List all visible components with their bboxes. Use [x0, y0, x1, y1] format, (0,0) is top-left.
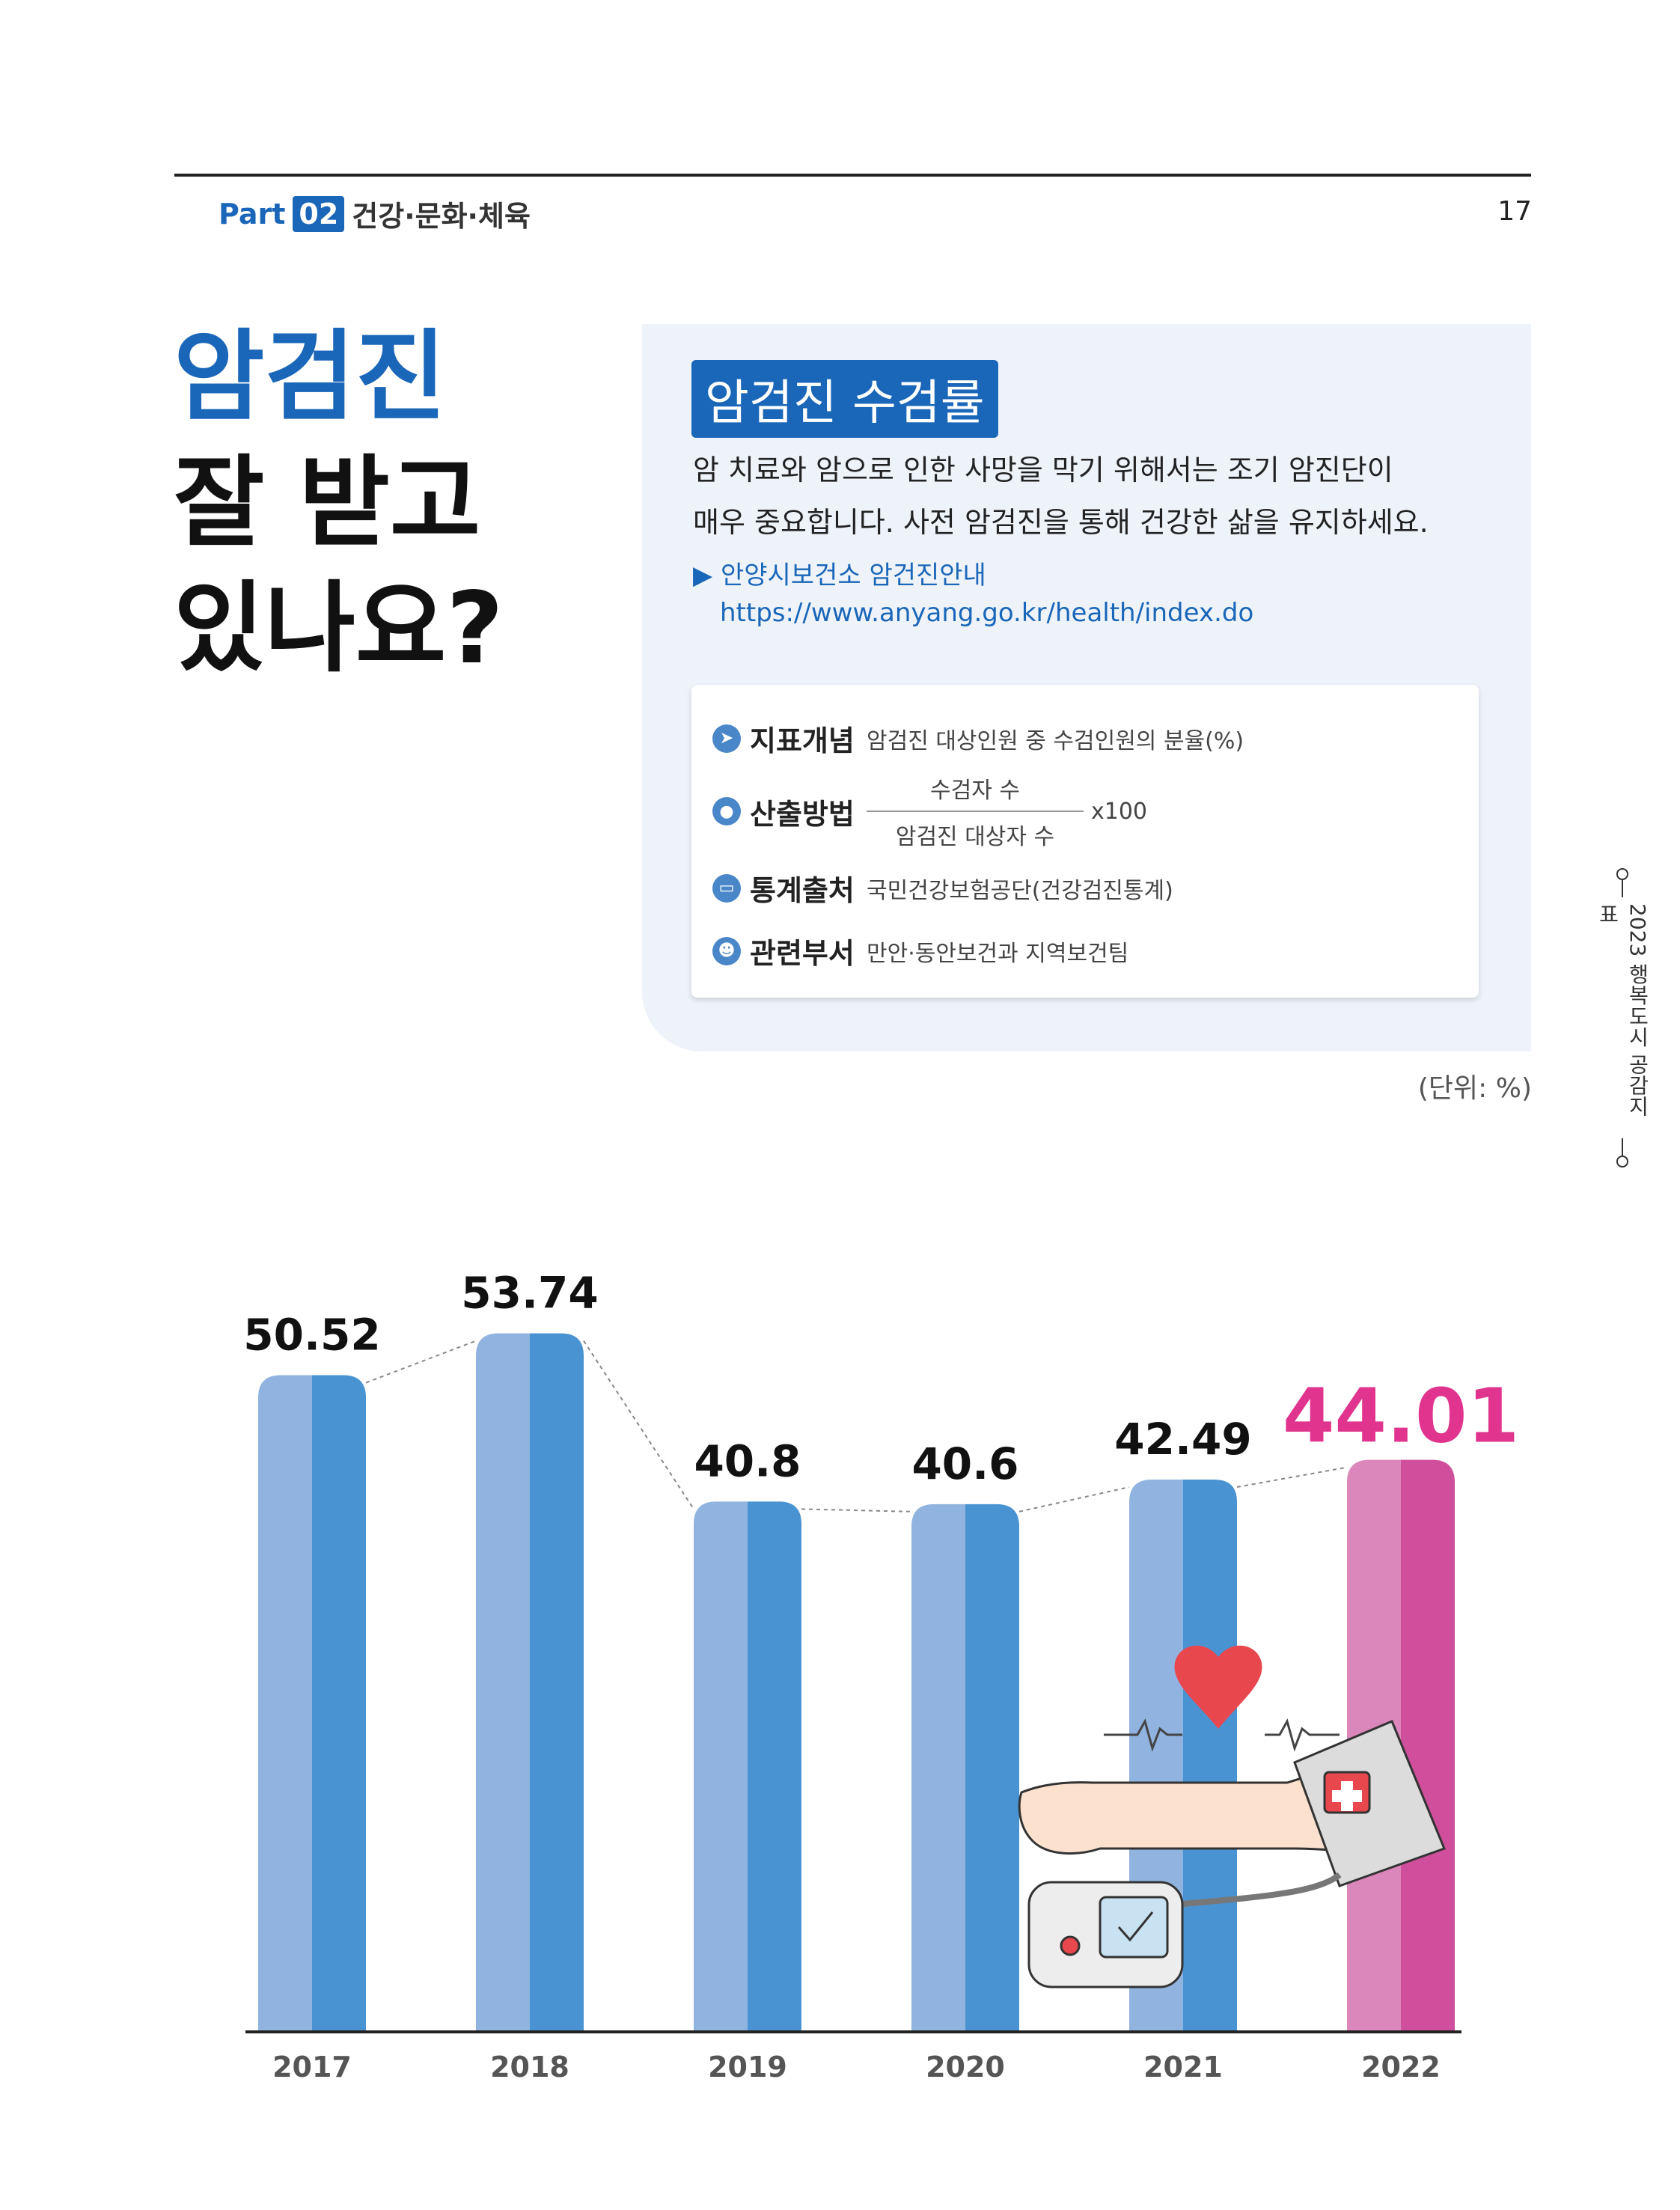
side-dot-bottom	[1616, 1156, 1628, 1167]
side-dot-top	[1616, 868, 1628, 880]
trend-segment	[801, 1508, 912, 1512]
heart-icon	[1174, 1645, 1262, 1729]
value-label-2017: 50.52	[243, 1310, 380, 1361]
bar-2019	[694, 1501, 801, 2032]
labels-layer: 50.52 2017 53.74 2018 40.8 2019 40.6 2020 42.49 2…	[243, 1268, 1519, 2084]
x-tick-label-2017: 2017	[272, 2051, 352, 2084]
part-number-badge: 02	[293, 195, 345, 232]
bar-right-half	[1183, 1480, 1237, 2032]
value-label-2022: 44.01	[1283, 1373, 1519, 1460]
speech-bubble-icon: ●	[712, 797, 741, 825]
blood-pressure-illustration	[1018, 1645, 1446, 1988]
definition-row-source: ▭ 통계출처 국민건강보험공단(건강검진통계)	[712, 867, 1173, 909]
paper-plane-icon: ➤	[712, 724, 741, 753]
side-caption: 2023 행복도시 공감지표	[1595, 868, 1650, 1167]
side-line-top	[1622, 879, 1623, 898]
bar-left-half	[258, 1375, 312, 2032]
trend-segment	[583, 1340, 694, 1510]
dept-value: 만안·동안보건과 지역보건팀	[867, 940, 1129, 967]
cross-icon	[1332, 1781, 1362, 1811]
headline-line-1: 암검진	[174, 320, 447, 435]
top-rule	[174, 174, 1531, 177]
info-badge: 암검진 수검률	[691, 360, 998, 438]
bar-2017	[258, 1375, 366, 2032]
info-link-label[interactable]: ▶ 안양시보건소 암건진안내	[693, 561, 986, 590]
monitor-icon: ▭	[712, 873, 741, 903]
tube	[1174, 1872, 1342, 1908]
page-headline: 암검진 잘 받고 있나요?	[174, 314, 504, 692]
info-desc-line-1: 암 치료와 암으로 인한 사망을 막기 위해서는 조기 암진단이	[693, 454, 1393, 486]
bar-left-half	[476, 1333, 530, 2032]
source-value: 국민건강보험공단(건강검진통계)	[867, 877, 1173, 904]
definition-card: ➤ 지표개념 암검진 대상인원 중 수검인원의 분율(%) ● 산출방법 수검자…	[691, 685, 1479, 998]
pulse-line-right	[1265, 1718, 1340, 1752]
value-label-2020: 40.6	[911, 1438, 1018, 1489]
x-tick-label-2021: 2021	[1143, 2051, 1223, 2084]
side-label: 2023 행복도시 공감지표	[1595, 903, 1650, 1117]
page-number: 17	[1497, 196, 1532, 227]
concept-value: 암검진 대상인원 중 수검인원의 분율(%)	[867, 727, 1244, 754]
value-label-2018: 53.74	[461, 1268, 598, 1319]
pulse-line-left	[1104, 1718, 1182, 1752]
info-desc-line-2: 매우 중요합니다. 사전 암검진을 통해 건강한 삶을 유지하세요.	[693, 506, 1429, 539]
fraction-line	[867, 811, 1084, 812]
headline-line-2: 잘 받고	[174, 445, 481, 561]
definition-row-dept: ☻ 관련부서 만안·동안보건과 지역보건팀	[712, 930, 1128, 971]
bar-2018	[476, 1333, 584, 2032]
method-numerator: 수검자 수	[930, 778, 1020, 804]
bar-2020	[911, 1504, 1019, 2032]
x-tick-label-2019: 2019	[708, 2051, 787, 2084]
dept-label: 관련부서	[750, 937, 855, 970]
info-panel: 암검진 수검률 암 치료와 암으로 인한 사망을 막기 위해서는 조기 암진단이…	[642, 324, 1531, 1051]
headline-line-3: 있나요?	[174, 571, 504, 686]
trend-layer	[365, 1340, 1348, 1512]
bar-right-half	[1401, 1459, 1455, 2032]
source-label: 통계출처	[750, 874, 855, 907]
bar-right-half	[748, 1501, 801, 2032]
concept-label: 지표개념	[750, 724, 855, 757]
x-tick-label-2020: 2020	[926, 2051, 1005, 2084]
side-line-bottom	[1622, 1138, 1623, 1156]
trend-segment	[1018, 1486, 1130, 1512]
value-label-2021: 42.49	[1114, 1414, 1251, 1465]
value-label-2019: 40.8	[694, 1435, 801, 1486]
bar-left-half	[694, 1501, 748, 2032]
definition-row-concept: ➤ 지표개념 암검진 대상인원 중 수검인원의 분율(%)	[712, 718, 1244, 759]
bar-right-half	[530, 1333, 584, 2032]
method-label: 산출방법	[750, 797, 855, 831]
definition-row-method: ● 산출방법 수검자 수 암검진 대상자 수 x100	[712, 772, 1147, 851]
check-icon	[1117, 1911, 1154, 1942]
bar-right-half	[312, 1375, 366, 2032]
info-link-url[interactable]: https://www.anyang.go.kr/health/index.do	[720, 598, 1254, 628]
method-multiplier: x100	[1091, 798, 1148, 825]
trend-segment	[365, 1340, 477, 1384]
people-icon: ☻	[712, 936, 741, 965]
bp-button	[1060, 1935, 1081, 1956]
method-fraction: 수검자 수 암검진 대상자 수 x100	[867, 772, 1147, 851]
bars-layer	[258, 1333, 1455, 2032]
bar-left-half	[911, 1504, 965, 2032]
info-description: 암 치료와 암으로 인한 사망을 막기 위해서는 조기 암진단이 매우 중요합니…	[693, 444, 1429, 549]
x-tick-label-2022: 2022	[1361, 2051, 1441, 2084]
part-header: Part 02 건강·문화·체육	[219, 193, 531, 234]
unit-label: (단위: %)	[1417, 1073, 1532, 1104]
method-denominator: 암검진 대상자 수	[895, 824, 1055, 850]
bar-right-half	[965, 1504, 1019, 2032]
bp-screen	[1099, 1896, 1169, 1959]
part-title: 건강·문화·체육	[352, 200, 531, 233]
part-label: Part	[219, 197, 286, 231]
x-tick-label-2018: 2018	[490, 2051, 569, 2084]
trend-segment	[1236, 1466, 1348, 1489]
